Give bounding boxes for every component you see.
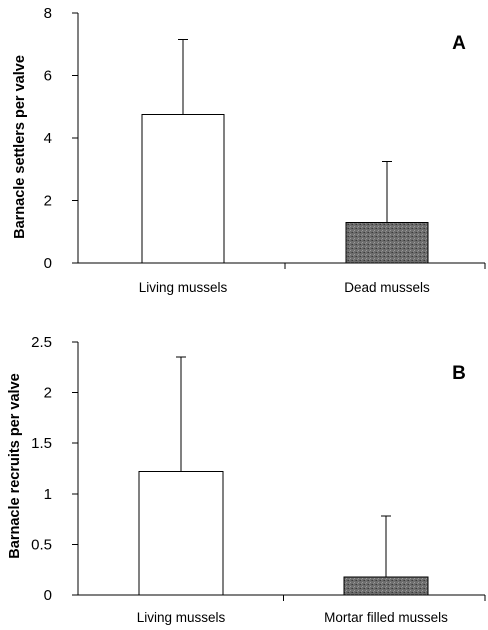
chart-panel-b: Barnacle recruits per valve B 0 0.5 1 1.5 2 2… <box>7 334 486 625</box>
x-category-label: Living mussels <box>139 280 228 295</box>
y-tick-label: 1.5 <box>31 435 52 452</box>
y-axis-title: Barnacle recruits per valve <box>7 373 23 558</box>
panel-label: B <box>452 363 466 384</box>
y-tick-label: 1 <box>44 486 52 503</box>
y-tick-label: 0 <box>44 587 52 604</box>
bar <box>343 576 429 596</box>
x-category-label: Living mussels <box>137 610 226 625</box>
panel-label: A <box>452 33 466 54</box>
y-axis-title: Barnacle settlers per valve <box>12 55 28 239</box>
y-tick-label: 4 <box>44 130 52 147</box>
y-tick-label: 0 <box>44 255 52 272</box>
y-tick-label: 0.5 <box>31 536 52 553</box>
bar <box>345 221 429 264</box>
y-tick-label: 2 <box>44 193 52 210</box>
plot-area: 0 0.5 1 1.5 2 2.5 Living mussels Mortar filled … <box>31 334 486 625</box>
y-tick-label: 2 <box>44 385 52 402</box>
x-category-label: Dead mussels <box>344 280 430 295</box>
chart-panel-a: Barnacle settlers per valve A 0 2 4 6 8 Livin… <box>12 5 486 295</box>
x-category-label: Mortar filled mussels <box>324 610 448 625</box>
y-tick-label: 6 <box>44 68 52 85</box>
bar <box>138 471 224 596</box>
plot-area: 0 2 4 6 8 Living mussels Dead mussels <box>44 5 486 295</box>
y-tick-label: 8 <box>44 5 52 22</box>
y-tick-label: 2.5 <box>31 334 52 351</box>
bar <box>141 114 225 264</box>
